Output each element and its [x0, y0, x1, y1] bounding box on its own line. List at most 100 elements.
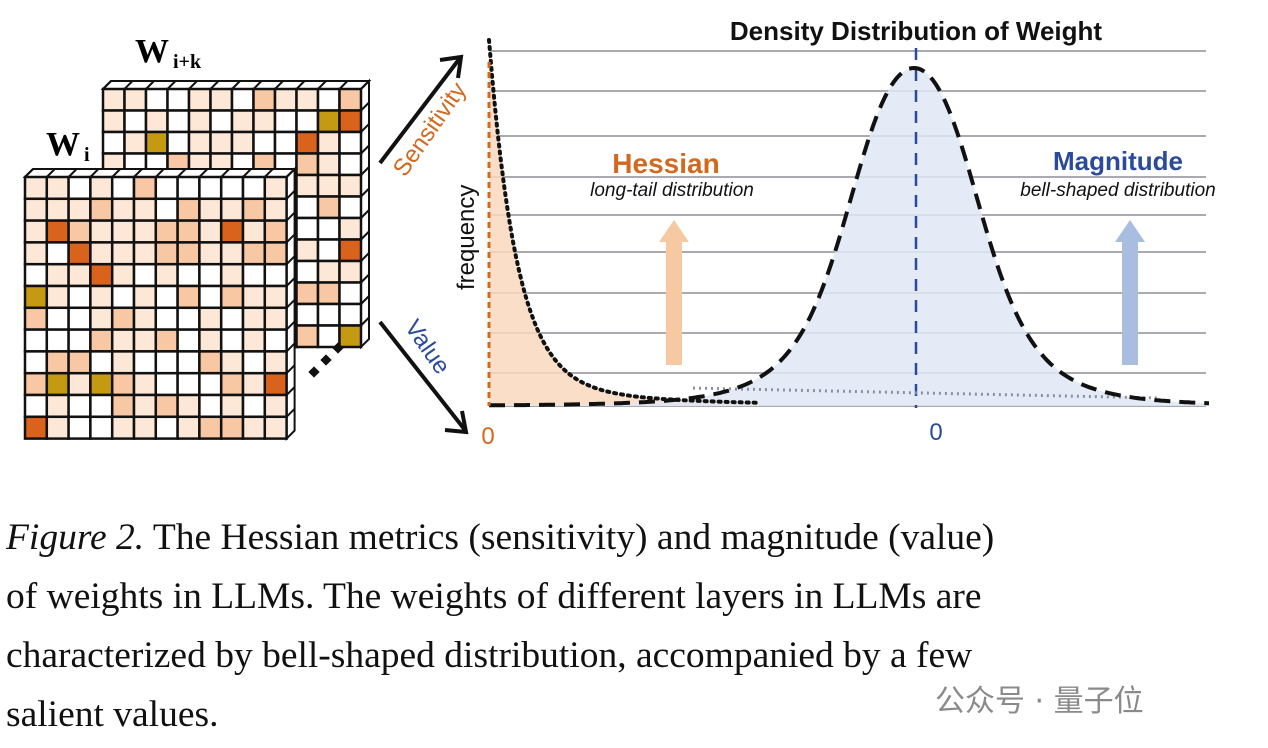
- weight-cell: [67, 393, 92, 419]
- weight-cell: [89, 197, 114, 222]
- weight-cell: [144, 109, 169, 134]
- weight-cell: [316, 87, 341, 112]
- hessian-up-arrow: [659, 220, 689, 365]
- weight-cell: [230, 87, 255, 112]
- watermark: 公众号 · 量子位: [935, 684, 1144, 719]
- weight-cell: [110, 175, 136, 201]
- weight-cell: [144, 130, 169, 155]
- weight-cell: [89, 284, 114, 310]
- weight-cell: [316, 324, 341, 349]
- weight-cell: [316, 109, 341, 134]
- weight-cell: [176, 262, 201, 288]
- weight-cell: [187, 109, 212, 134]
- weight-cell: [219, 306, 245, 331]
- weight-cell: [23, 415, 49, 440]
- weight-cell: [89, 219, 114, 244]
- weight-cell: [45, 306, 70, 331]
- weight-cell: [316, 259, 341, 284]
- weight-cell: [198, 328, 223, 353]
- weight-cell: [338, 87, 363, 112]
- weight-cell: [198, 415, 223, 440]
- weight-cell: [263, 241, 288, 266]
- weight-cell: [316, 216, 341, 241]
- weight-cell: [110, 284, 136, 310]
- weight-cell: [263, 219, 288, 244]
- weight-cell: [295, 130, 320, 155]
- weight-cell: [219, 241, 245, 266]
- weight-cell: [154, 284, 179, 310]
- weight-cell: [110, 306, 136, 331]
- weight-cell: [154, 371, 179, 397]
- weight-cell: [45, 284, 70, 310]
- weight-cell: [338, 238, 363, 263]
- weight-cell: [263, 284, 288, 310]
- weight-cell: [67, 219, 92, 244]
- weight-cell: [132, 262, 158, 288]
- weight-cell: [316, 195, 341, 220]
- weight-cell: [198, 262, 223, 288]
- value-arrow: [378, 320, 469, 435]
- weight-cell: [209, 130, 234, 155]
- x-tick-hessian-zero: 0: [481, 423, 494, 450]
- weight-cell: [23, 306, 49, 331]
- weight-cell: [67, 371, 92, 397]
- weight-cell: [295, 216, 320, 241]
- weight-cell: [219, 262, 245, 288]
- weight-cell: [263, 197, 288, 222]
- weight-cell: [154, 262, 179, 288]
- weight-cell: [67, 241, 92, 266]
- y-axis-label: frequency: [453, 185, 480, 290]
- caption-line-3: characterized by bell-shaped distributio…: [6, 635, 973, 676]
- weight-cell: [209, 87, 234, 112]
- weight-cell: [89, 328, 114, 353]
- weight-cell: [316, 173, 341, 198]
- weight-cell: [176, 284, 201, 310]
- weight-cell: [219, 393, 245, 419]
- weight-cell: [132, 415, 158, 440]
- weight-cell: [154, 328, 179, 353]
- weight-cell: [67, 306, 92, 331]
- weight-cell: [263, 262, 288, 288]
- value-label: Value: [399, 315, 455, 379]
- weight-cell: [263, 350, 288, 375]
- weight-cell: [89, 350, 114, 375]
- weight-cell: [338, 130, 363, 155]
- weight-cell: [241, 328, 267, 353]
- weight-cell: [338, 216, 363, 241]
- weight-cell: [110, 219, 136, 244]
- weight-cell: [252, 109, 277, 134]
- weight-cell: [338, 195, 363, 220]
- weight-cell: [23, 175, 49, 201]
- weight-cell: [67, 350, 92, 375]
- weight-cell: [23, 284, 49, 310]
- weight-cell: [338, 173, 363, 198]
- weight-cell: [67, 328, 92, 353]
- weight-cell: [23, 241, 49, 266]
- weight-cell: [132, 241, 158, 266]
- weight-cell: [219, 415, 245, 440]
- weight-cell: [316, 238, 341, 263]
- weight-cell: [176, 328, 201, 353]
- weight-cell: [89, 306, 114, 331]
- weight-cell: [198, 197, 223, 222]
- weight-cell: [101, 87, 126, 112]
- ellipsis-dots: [308, 342, 344, 378]
- weight-cell: [166, 130, 191, 155]
- weight-cell: [67, 197, 92, 222]
- weight-cell: [316, 152, 341, 177]
- weight-cell: [144, 87, 169, 112]
- weight-cell: [23, 219, 49, 244]
- weight-cell: [154, 197, 179, 222]
- weight-cell: [123, 130, 148, 155]
- weight-cell: [45, 241, 70, 266]
- weight-cell: [45, 371, 70, 397]
- weight-cell: [89, 415, 114, 440]
- weight-cell: [273, 109, 298, 134]
- hessian-legend-subtitle: long-tail distribution: [590, 180, 754, 201]
- weight-cell: [219, 219, 245, 244]
- weight-cell: [295, 87, 320, 112]
- weight-cell: [273, 87, 298, 112]
